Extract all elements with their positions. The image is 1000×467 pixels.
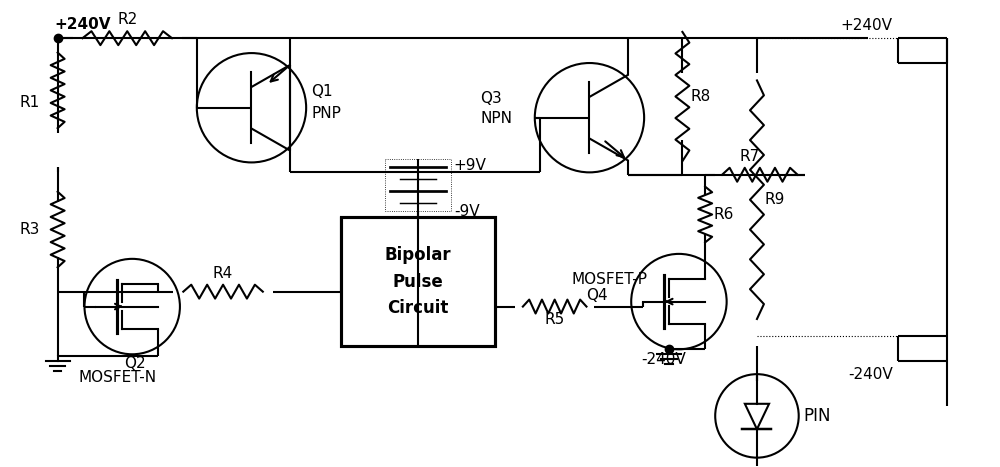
Text: R7: R7 [740,149,760,164]
Text: Q4: Q4 [586,288,608,303]
Text: Q1: Q1 [311,84,333,99]
Text: +240V: +240V [841,18,893,33]
Text: -9V: -9V [454,204,479,219]
Text: -240V: -240V [642,352,686,367]
Text: R5: R5 [545,312,565,327]
Text: R4: R4 [213,266,233,281]
Text: R1: R1 [20,95,40,110]
Text: MOSFET-P: MOSFET-P [572,272,648,287]
Text: R6: R6 [713,207,733,222]
Text: R3: R3 [19,222,40,237]
Bar [341,217,495,347]
Text: R9: R9 [765,192,785,207]
Text: R2: R2 [117,12,137,27]
Text: Q3: Q3 [480,91,502,106]
Text: Q2: Q2 [124,356,146,371]
Text: PNP: PNP [311,106,341,120]
Text: +9V: +9V [454,158,487,173]
Text: MOSFET-N: MOSFET-N [78,370,156,385]
Text: Bipolar
Pulse
Circuit: Bipolar Pulse Circuit [385,246,451,317]
Text: R8: R8 [690,89,711,104]
Text: +240V: +240V [55,17,111,32]
Text: PIN: PIN [804,407,831,425]
Text: NPN: NPN [480,111,512,126]
Text: -240V: -240V [848,367,893,382]
